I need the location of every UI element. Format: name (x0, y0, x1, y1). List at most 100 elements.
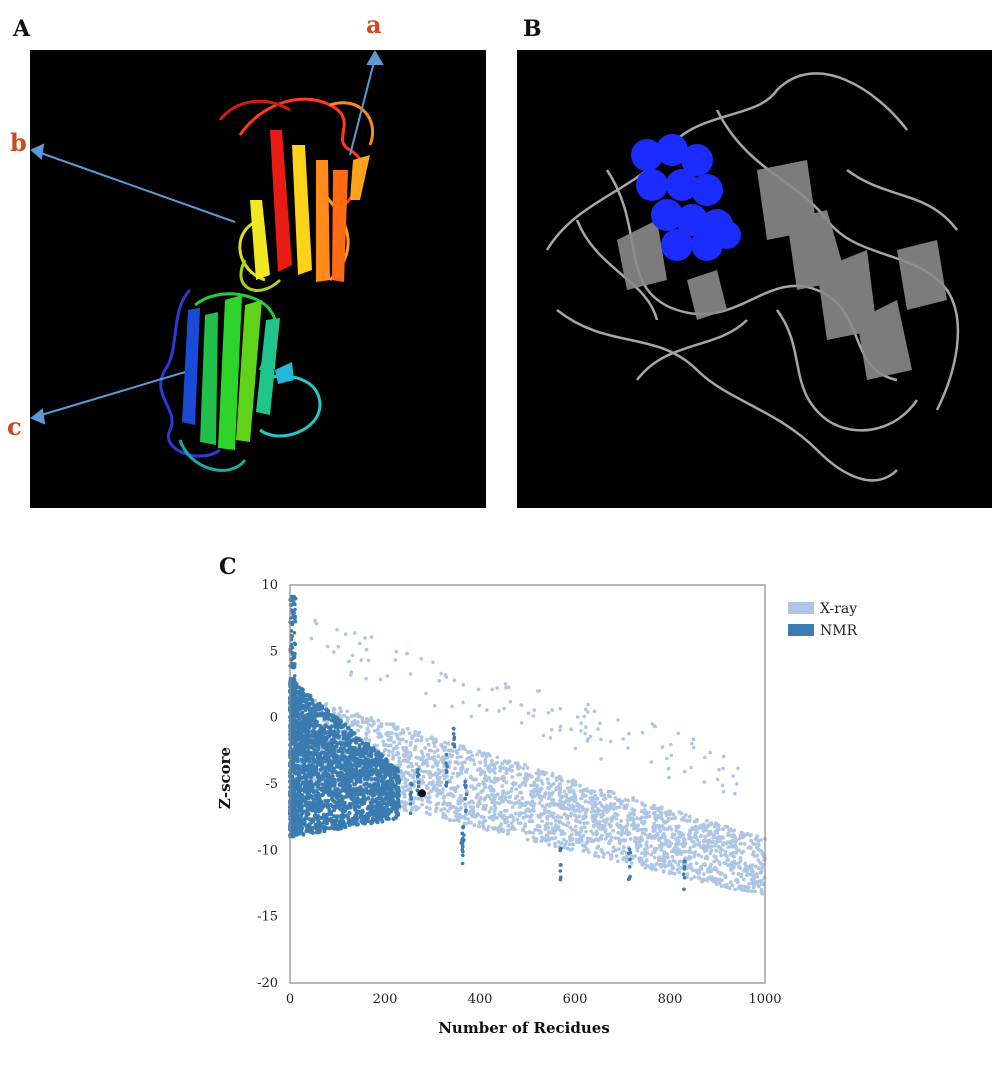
nmr-point (318, 799, 323, 804)
xray-point (343, 632, 348, 636)
xray-point (559, 815, 564, 820)
xray-point (549, 728, 554, 732)
xray-point (345, 709, 350, 714)
xray-point (498, 813, 503, 818)
xray-point (457, 819, 461, 823)
xray-point (500, 794, 505, 798)
xray-point (524, 830, 528, 835)
xray-point (497, 796, 502, 801)
xray-point (508, 800, 512, 804)
xray-point (713, 821, 718, 826)
xray-point (738, 833, 743, 837)
xray-point (523, 824, 527, 828)
nmr-point (327, 725, 332, 730)
xray-point (456, 761, 461, 766)
xray-point (738, 858, 743, 863)
xray-point (364, 736, 369, 740)
xray-point (582, 825, 587, 830)
xray-point (693, 824, 698, 829)
xray-point (623, 838, 628, 843)
nmr-point (332, 783, 337, 788)
xray-point (363, 636, 367, 640)
xray-point (601, 855, 606, 859)
xray-point (539, 835, 544, 840)
xray-point (525, 837, 530, 842)
xray-point (487, 794, 491, 799)
xray-point (729, 851, 733, 856)
nmr-point (296, 691, 301, 696)
xray-point (719, 878, 724, 883)
nmr-point (303, 784, 307, 789)
xray-point (646, 835, 650, 840)
nmr-point (388, 808, 393, 813)
xray-point (439, 757, 444, 762)
nmr-point (369, 821, 374, 826)
xray-point (400, 785, 405, 790)
nmr-point (294, 820, 299, 825)
xray-point (599, 836, 604, 841)
xray-point (573, 779, 578, 784)
xray-point (346, 659, 351, 664)
xray-point (645, 846, 650, 850)
nmr-point (383, 786, 388, 791)
xray-point (550, 708, 554, 712)
xray-point (611, 814, 616, 819)
xray-point (567, 799, 571, 803)
xray-point (584, 809, 589, 813)
xray-point (472, 823, 477, 828)
xray-point (439, 671, 443, 676)
xray-point (623, 798, 628, 802)
nmr-point (295, 770, 300, 775)
nmr-point (304, 725, 309, 730)
nmr-point (366, 804, 371, 809)
nmr-point (372, 811, 377, 816)
xray-point (699, 844, 703, 849)
xray-point (656, 814, 661, 818)
xray-point (596, 727, 600, 731)
nmr-point (352, 800, 357, 805)
xray-point (562, 812, 567, 817)
nmr-point (384, 793, 389, 798)
xray-point (553, 836, 558, 840)
xray-point (392, 740, 396, 744)
nmr-point (350, 746, 355, 751)
xray-point (537, 815, 541, 819)
xray-point (483, 774, 488, 778)
nmr-point (358, 799, 363, 804)
xray-point (411, 799, 415, 804)
xray-point (505, 815, 509, 820)
nmr-point (327, 749, 331, 754)
nmr-point (341, 736, 346, 741)
xray-point (537, 801, 542, 805)
xray-point (428, 812, 432, 817)
xray-point (467, 811, 472, 816)
xray-point (592, 789, 597, 794)
xray-point (737, 848, 741, 853)
xray-point (604, 833, 609, 837)
nmr-point (383, 763, 388, 768)
nmr-point (357, 760, 362, 765)
xray-point (513, 761, 518, 765)
xray-point (734, 850, 739, 855)
nmr-point (371, 804, 375, 809)
xray-point (674, 828, 679, 833)
xray-point (588, 734, 593, 739)
nmr-point (325, 772, 330, 777)
nmr-point (306, 770, 311, 775)
xray-point (579, 837, 583, 842)
xray-point (372, 743, 377, 748)
xray-point (532, 794, 537, 798)
xray-point (601, 809, 605, 814)
xray-point (517, 784, 522, 789)
xray-point (648, 865, 653, 870)
xray-point (518, 805, 522, 809)
xray-point (574, 828, 578, 833)
xray-point (748, 833, 753, 838)
xray-point (519, 811, 524, 816)
xray-point (583, 799, 588, 804)
xray-point (435, 775, 440, 780)
xray-point (663, 810, 668, 815)
nmr-point (384, 757, 389, 762)
nmr-point (316, 732, 321, 737)
xray-point (701, 839, 706, 844)
